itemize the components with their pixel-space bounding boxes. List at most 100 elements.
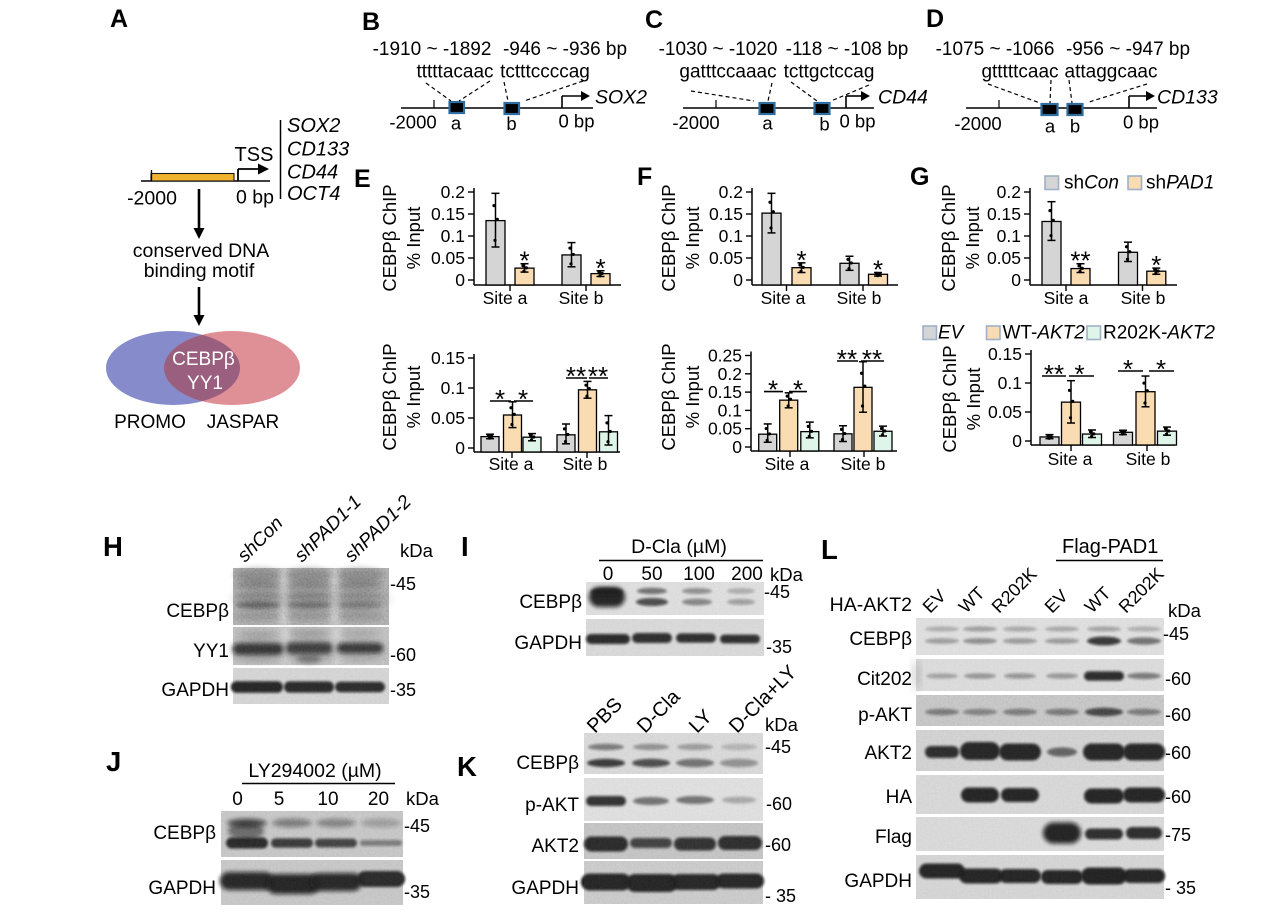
svg-text:b: b: [1070, 116, 1080, 137]
svg-text:-75: -75: [1165, 825, 1191, 845]
svg-text:R202K-AKT2: R202K-AKT2: [1103, 323, 1215, 344]
svg-text:kDa: kDa: [765, 714, 799, 735]
svg-text:*: *: [495, 384, 505, 414]
svg-text:10: 10: [317, 789, 338, 810]
svg-text:Site a: Site a: [765, 454, 810, 474]
svg-text:% Input: % Input: [682, 207, 703, 270]
svg-text:% Input: % Input: [962, 207, 983, 270]
svg-text:- 35: - 35: [765, 886, 796, 906]
svg-text:J: J: [106, 746, 121, 777]
svg-text:0.1: 0.1: [441, 226, 465, 246]
svg-text:B: B: [362, 8, 380, 36]
svg-text:gatttccaaac: gatttccaaac: [679, 62, 776, 83]
svg-text:0.2: 0.2: [719, 182, 743, 202]
svg-text:EV: EV: [938, 323, 966, 344]
svg-text:CD133: CD133: [287, 139, 349, 161]
svg-text:0.05: 0.05: [987, 248, 1021, 268]
svg-text:0.2: 0.2: [997, 182, 1021, 202]
svg-text:CEBPβ ChIP: CEBPβ ChIP: [939, 345, 960, 452]
svg-text:a: a: [1045, 116, 1056, 137]
svg-text:0.15: 0.15: [431, 348, 465, 368]
svg-text:Site a: Site a: [483, 288, 528, 308]
svg-text:JASPAR: JASPAR: [207, 412, 280, 433]
svg-text:% Input: % Input: [403, 366, 424, 429]
svg-text:20: 20: [368, 789, 389, 810]
svg-text:WT-AKT2: WT-AKT2: [1003, 323, 1086, 344]
svg-text:0: 0: [733, 270, 743, 290]
svg-text:p-AKT: p-AKT: [858, 705, 912, 726]
svg-text:0: 0: [455, 438, 465, 458]
svg-text:a: a: [762, 113, 773, 134]
svg-text:G: G: [910, 163, 929, 191]
svg-text:0.15: 0.15: [708, 382, 742, 402]
svg-text:b: b: [819, 114, 829, 135]
svg-text:0.1: 0.1: [997, 226, 1021, 246]
svg-text:0: 0: [1011, 270, 1021, 290]
svg-text:*: *: [1074, 359, 1084, 389]
svg-text:Cit202: Cit202: [857, 669, 912, 690]
svg-text:YY1: YY1: [187, 373, 223, 394]
svg-text:-60: -60: [1165, 705, 1191, 725]
svg-text:50: 50: [641, 564, 662, 585]
svg-text:0.2: 0.2: [441, 182, 465, 202]
svg-text:-45: -45: [764, 582, 790, 602]
svg-text:0.05: 0.05: [431, 408, 465, 428]
svg-text:0.05: 0.05: [709, 248, 743, 268]
svg-text:Site b: Site b: [841, 454, 886, 474]
svg-text:shCon: shCon: [1064, 173, 1119, 194]
svg-text:CEBPβ: CEBPβ: [166, 601, 229, 622]
svg-text:tttttacaac: tttttacaac: [416, 62, 493, 83]
svg-text:-2000: -2000: [127, 188, 177, 210]
svg-text:OCT4: OCT4: [287, 183, 340, 205]
svg-text:CD44: CD44: [878, 87, 928, 109]
svg-text:GAPDH: GAPDH: [844, 871, 912, 892]
svg-text:100: 100: [683, 564, 715, 585]
svg-text:0 bp: 0 bp: [558, 111, 594, 132]
svg-text:kDa: kDa: [1168, 600, 1202, 621]
svg-text:0 bp: 0 bp: [839, 111, 875, 132]
svg-text:0.15: 0.15: [988, 344, 1022, 364]
svg-text:SOX2: SOX2: [287, 115, 340, 137]
svg-text:SOX2: SOX2: [595, 87, 647, 109]
svg-text:Site b: Site b: [563, 454, 608, 474]
svg-text:Site b: Site b: [837, 288, 882, 308]
svg-text:AKT2: AKT2: [531, 836, 579, 857]
svg-text:**: **: [862, 344, 882, 374]
svg-text:-1030 ~ -1020: -1030 ~ -1020: [659, 39, 778, 60]
svg-text:-2000: -2000: [672, 112, 719, 133]
svg-text:0.15: 0.15: [709, 204, 743, 224]
svg-text:tctttccccag: tctttccccag: [500, 62, 590, 83]
svg-text:AKT2: AKT2: [864, 743, 912, 764]
svg-text:Site a: Site a: [489, 454, 534, 474]
svg-text:HA: HA: [886, 787, 913, 808]
svg-text:-60: -60: [1165, 743, 1191, 763]
svg-text:-60: -60: [1165, 787, 1191, 807]
svg-text:GAPDH: GAPDH: [514, 633, 582, 654]
svg-text:H: H: [103, 531, 123, 562]
svg-text:-60: -60: [766, 794, 792, 814]
svg-text:-35: -35: [404, 882, 430, 902]
svg-text:HA-AKT2: HA-AKT2: [830, 594, 912, 616]
svg-text:GAPDH: GAPDH: [161, 680, 229, 701]
svg-text:L: L: [821, 534, 838, 565]
svg-text:Site b: Site b: [1121, 288, 1166, 308]
svg-text:A: A: [110, 5, 128, 33]
svg-text:*: *: [1156, 354, 1166, 384]
svg-text:*: *: [873, 255, 883, 285]
svg-text:0 bp: 0 bp: [236, 187, 274, 209]
svg-text:kDa: kDa: [400, 540, 434, 561]
svg-text:% Input: % Input: [682, 366, 703, 429]
svg-text:CEBPβ: CEBPβ: [516, 753, 579, 774]
svg-text:*: *: [518, 384, 528, 414]
svg-text:% Input: % Input: [963, 368, 984, 431]
svg-text:-35: -35: [390, 680, 416, 700]
svg-text:*: *: [768, 375, 778, 405]
svg-text:-956 ~ -947 bp: -956 ~ -947 bp: [1066, 39, 1190, 60]
svg-text:0.15: 0.15: [987, 204, 1021, 224]
svg-text:*: *: [1123, 354, 1133, 384]
svg-text:CEBPβ: CEBPβ: [172, 349, 235, 370]
svg-text:0: 0: [1012, 431, 1022, 451]
svg-text:F: F: [637, 163, 652, 191]
svg-text:-1910 ~ -1892: -1910 ~ -1892: [373, 39, 492, 60]
svg-text:-45: -45: [404, 816, 430, 836]
